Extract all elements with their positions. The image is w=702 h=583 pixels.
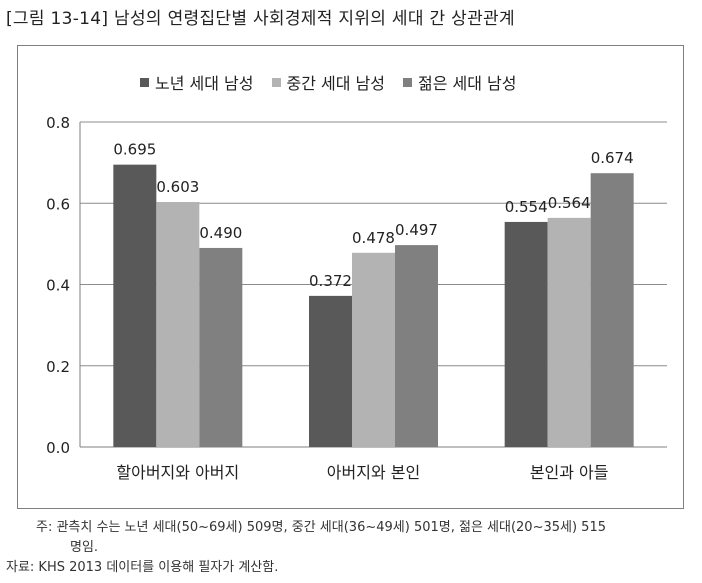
legend-item-old: 노년 세대 남성	[140, 70, 254, 94]
bar	[352, 252, 395, 447]
figure-title: [그림 13-14] 남성의 연령집단별 사회경제적 지위의 세대 간 상관관계	[6, 9, 515, 29]
bar	[395, 245, 438, 447]
data-label: 0.564	[548, 194, 591, 212]
bar	[504, 221, 548, 447]
data-label: 0.603	[156, 178, 199, 196]
y-tick-label: 0.6	[46, 195, 70, 213]
y-tick-label: 0.2	[46, 358, 70, 376]
footnote-line-2: 명임.	[70, 540, 99, 555]
legend-item-young: 젊은 세대 남성	[403, 70, 517, 94]
data-label: 0.695	[113, 141, 156, 159]
y-tick-label: 0.0	[46, 439, 70, 457]
data-label: 0.674	[591, 149, 634, 167]
chart-legend: 노년 세대 남성 중간 세대 남성 젊은 세대 남성	[140, 70, 517, 94]
data-label: 0.554	[505, 198, 548, 216]
bar	[199, 247, 243, 447]
legend-swatch-young	[403, 77, 412, 87]
x-category-label: 본인과 아들	[530, 463, 609, 482]
legend-swatch-old	[140, 77, 149, 87]
footnote-line-1: 주: 관측치 수는 노년 세대(50~69세) 509명, 중간 세대(36~4…	[36, 520, 606, 535]
legend-swatch-middle	[271, 77, 281, 87]
bar	[156, 202, 200, 447]
source-note: 자료: KHS 2013 데이터를 이용해 필자가 계산함.	[6, 560, 279, 575]
x-category-label: 아버지와 본인	[327, 463, 420, 482]
data-label: 0.372	[309, 272, 352, 290]
y-tick-label: 0.8	[46, 114, 70, 132]
bar	[113, 164, 157, 447]
legend-label-young: 젊은 세대 남성	[418, 74, 517, 93]
data-label: 0.490	[199, 224, 242, 242]
bar	[309, 295, 352, 447]
y-tick-label: 0.4	[46, 277, 70, 295]
data-label: 0.478	[352, 229, 395, 247]
legend-item-middle: 중간 세대 남성	[271, 70, 386, 94]
bar	[547, 217, 591, 447]
legend-label-old: 노년 세대 남성	[155, 74, 254, 93]
data-label: 0.497	[395, 221, 438, 239]
x-category-label: 할아버지와 아버지	[116, 463, 239, 482]
legend-label-middle: 중간 세대 남성	[286, 74, 386, 93]
bar	[590, 173, 634, 447]
